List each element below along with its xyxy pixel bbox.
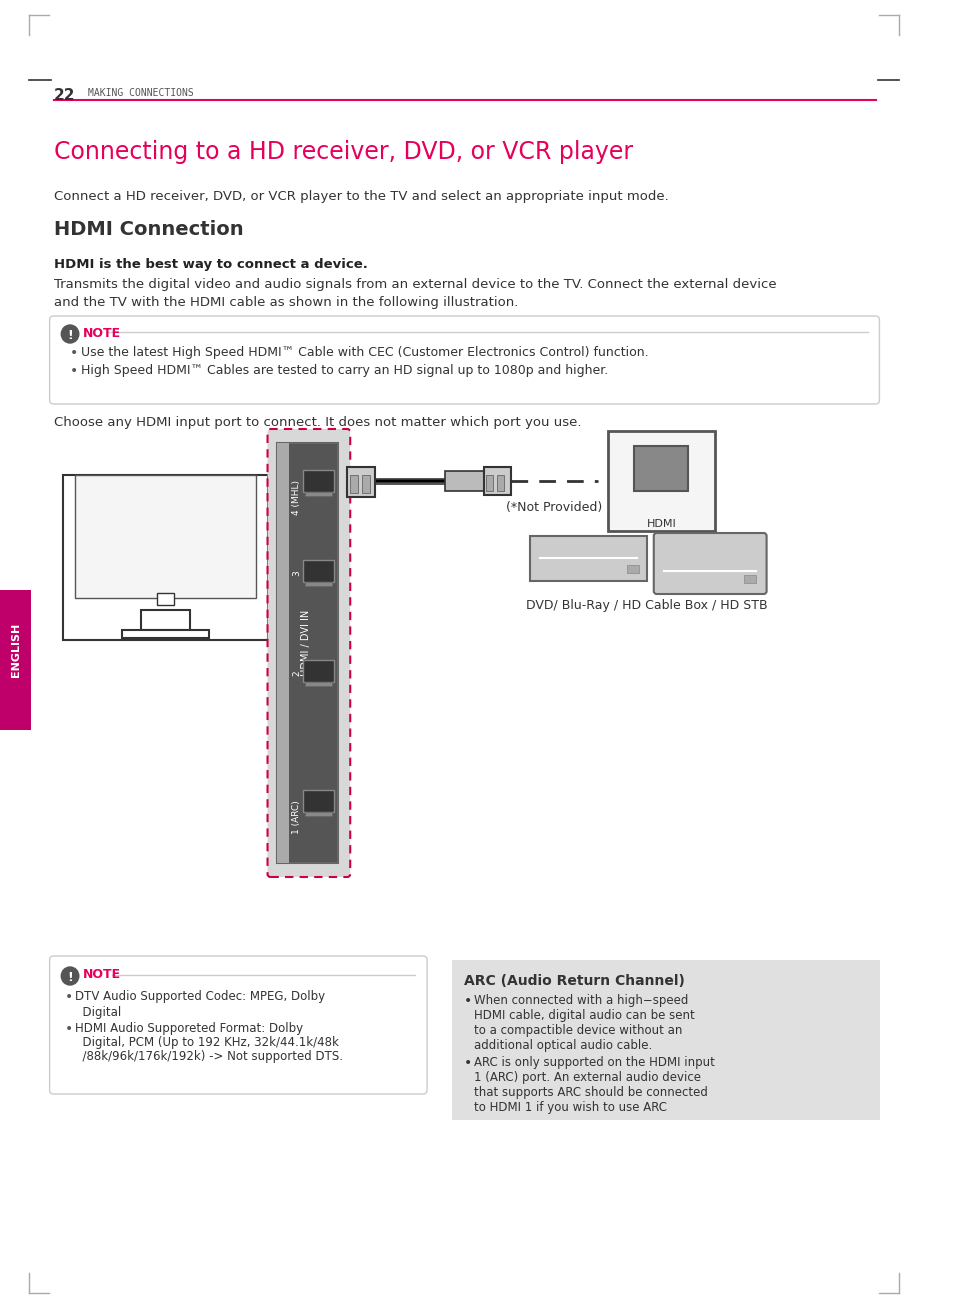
Bar (361, 475, 370, 493)
Text: NOTE: NOTE (83, 327, 121, 340)
Text: (*Not Provided): (*Not Provided) (506, 501, 602, 514)
Bar (497, 475, 503, 490)
Text: NOTE: NOTE (83, 968, 121, 981)
Bar (607, 432, 715, 531)
Bar (302, 470, 334, 492)
Circle shape (61, 967, 79, 985)
Text: HDMI is the best way to connect a device.: HDMI is the best way to connect a device… (53, 258, 367, 271)
FancyBboxPatch shape (50, 956, 427, 1093)
FancyBboxPatch shape (653, 532, 766, 594)
Bar (63, 475, 267, 640)
Bar (277, 443, 289, 863)
Text: HDMI Audio Supporeted Format: Dolby: HDMI Audio Supporeted Format: Dolby (75, 1022, 303, 1035)
Bar (121, 630, 209, 638)
Text: •: • (65, 990, 73, 1005)
Bar (483, 467, 510, 494)
Text: 22: 22 (53, 88, 75, 103)
Text: HDMI cable, digital audio can be sent: HDMI cable, digital audio can be sent (474, 1008, 694, 1022)
Text: 3: 3 (292, 570, 301, 576)
Text: to HDMI 1 if you wish to use ARC: to HDMI 1 if you wish to use ARC (474, 1101, 666, 1114)
Text: Use the latest High Speed HDMI™ Cable with CEC (Customer Electronics Control) fu: Use the latest High Speed HDMI™ Cable wi… (81, 347, 648, 358)
Bar (302, 661, 334, 681)
Text: ENGLISH: ENGLISH (10, 623, 21, 678)
Circle shape (61, 324, 79, 343)
Bar (743, 576, 755, 583)
Text: HDMI Connection: HDMI Connection (53, 220, 243, 239)
Text: 1 (ARC) port. An external audio device: 1 (ARC) port. An external audio device (474, 1071, 700, 1084)
Text: !: ! (67, 971, 72, 984)
Bar (304, 812, 332, 816)
Text: and the TV with the HDMI cable as shown in the following illustration.: and the TV with the HDMI cable as shown … (53, 296, 517, 309)
Bar (302, 560, 334, 582)
Text: !: ! (67, 330, 72, 341)
Text: Connect a HD receiver, DVD, or VCR player to the TV and select an appropriate in: Connect a HD receiver, DVD, or VCR playe… (53, 190, 667, 203)
Text: Digital: Digital (75, 1006, 121, 1019)
Text: •: • (463, 994, 472, 1008)
Text: •: • (70, 347, 78, 360)
Bar (302, 790, 334, 812)
Bar (0, 590, 31, 730)
Text: additional optical audio cable.: additional optical audio cable. (474, 1039, 651, 1052)
Bar (304, 492, 332, 496)
Bar (486, 475, 493, 490)
Bar (530, 536, 646, 581)
Bar (627, 565, 639, 573)
Text: 1 (ARC): 1 (ARC) (292, 800, 301, 833)
Bar (75, 475, 255, 598)
Text: MAKING CONNECTIONS: MAKING CONNECTIONS (88, 88, 193, 98)
Text: 2: 2 (292, 670, 301, 676)
Bar (141, 610, 190, 630)
FancyBboxPatch shape (50, 317, 879, 404)
Text: •: • (65, 1022, 73, 1036)
Text: /88k/96k/176k/192k) -> Not supported DTS.: /88k/96k/176k/192k) -> Not supported DTS… (75, 1050, 342, 1063)
Text: When connected with a high−speed: When connected with a high−speed (474, 994, 687, 1007)
Text: Transmits the digital video and audio signals from an external device to the TV.: Transmits the digital video and audio si… (53, 279, 776, 290)
Bar (304, 681, 332, 685)
Text: High Speed HDMI™ Cables are tested to carry an HD signal up to 1080p and higher.: High Speed HDMI™ Cables are tested to ca… (81, 364, 607, 377)
Bar (277, 443, 337, 863)
Text: •: • (463, 1056, 472, 1070)
Text: 4 (MHL): 4 (MHL) (292, 480, 301, 515)
Text: •: • (70, 364, 78, 378)
Text: to a compactible device without an: to a compactible device without an (474, 1024, 681, 1037)
Bar (277, 438, 340, 869)
Text: DTV Audio Supported Codec: MPEG, Dolby: DTV Audio Supported Codec: MPEG, Dolby (75, 990, 325, 1003)
Text: Connecting to a HD receiver, DVD, or VCR player: Connecting to a HD receiver, DVD, or VCR… (53, 140, 632, 164)
Bar (444, 471, 483, 490)
Text: that supports ARC should be connected: that supports ARC should be connected (474, 1086, 707, 1099)
Text: DVD/ Blu-Ray / HD Cable Box / HD STB: DVD/ Blu-Ray / HD Cable Box / HD STB (526, 599, 767, 612)
Text: ARC is only supported on the HDMI input: ARC is only supported on the HDMI input (474, 1056, 714, 1069)
Text: Digital, PCM (Up to 192 KHz, 32k/44.1k/48k: Digital, PCM (Up to 192 KHz, 32k/44.1k/4… (75, 1036, 338, 1049)
Text: HDMI: HDMI (646, 519, 676, 528)
Text: ARC (Audio Return Channel): ARC (Audio Return Channel) (463, 974, 684, 988)
FancyBboxPatch shape (267, 429, 350, 876)
Bar (350, 475, 357, 493)
Bar (452, 960, 880, 1120)
Text: Choose any HDMI input port to connect. It does not matter which port you use.: Choose any HDMI input port to connect. I… (53, 416, 580, 429)
Text: HDMI / DVI IN: HDMI / DVI IN (301, 610, 311, 676)
Bar (347, 467, 375, 497)
Bar (634, 446, 687, 490)
Bar (156, 593, 174, 606)
Bar (304, 582, 332, 586)
